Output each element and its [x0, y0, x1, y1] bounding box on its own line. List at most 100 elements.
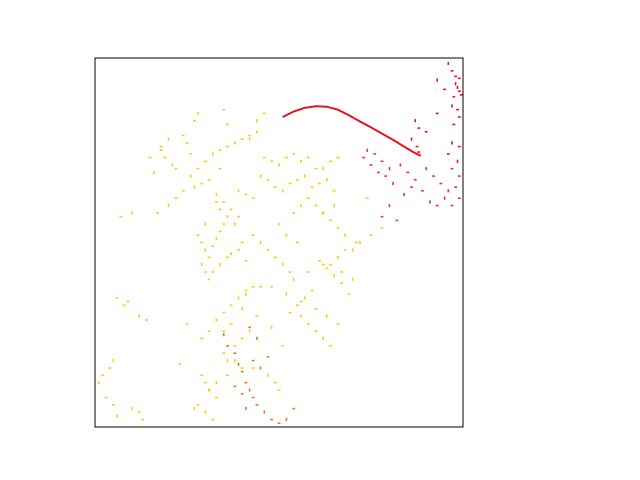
series-3-point — [215, 318, 218, 322]
series-3-point — [119, 215, 123, 218]
series-3-point — [174, 197, 178, 199]
series-3-point — [222, 108, 226, 111]
series-3-point — [344, 233, 346, 237]
series-1-point — [456, 85, 459, 90]
series-2-point — [380, 160, 384, 163]
series-2-point — [366, 148, 369, 152]
series-3-point — [259, 174, 262, 178]
series-1-point — [454, 75, 457, 78]
series-3-point — [292, 212, 296, 214]
series-3-point — [229, 304, 233, 306]
series-1-point — [456, 159, 459, 163]
series-3-point — [97, 381, 100, 385]
series-3-point — [329, 345, 332, 347]
series-4-point — [251, 396, 255, 399]
series-3-point — [193, 119, 196, 122]
series-3-point — [270, 286, 273, 288]
series-3-point — [207, 278, 211, 281]
series-3-point — [141, 418, 145, 421]
series-2-point — [443, 196, 446, 200]
series-2-point — [373, 153, 377, 155]
series-3-point — [259, 240, 262, 245]
series-3-point — [112, 404, 115, 406]
series-4-point — [248, 326, 251, 329]
series-3-point — [288, 311, 292, 314]
series-3-point — [380, 226, 384, 229]
series-3-point — [200, 374, 204, 377]
series-0-curve — [282, 105, 422, 157]
series-3-point — [237, 189, 240, 193]
series-3-point — [300, 159, 302, 163]
series-3-point — [148, 156, 152, 159]
series-3-point — [215, 237, 218, 241]
series-3-point — [299, 300, 303, 303]
series-2-point — [395, 219, 399, 222]
series-3-point — [222, 201, 226, 203]
series-3-point — [273, 381, 277, 384]
series-3-point — [174, 167, 178, 170]
series-4-point — [233, 352, 237, 354]
series-3-point — [171, 163, 174, 167]
series-3-point — [270, 160, 273, 163]
series-3-point — [304, 296, 306, 300]
series-3-point — [211, 418, 215, 421]
series-3-point — [126, 300, 130, 303]
series-3-point — [288, 182, 292, 185]
series-3-point — [332, 190, 336, 192]
series-3-point — [314, 204, 318, 207]
series-3-point — [347, 293, 351, 295]
series-1-point — [414, 119, 416, 123]
series-3-point — [185, 142, 189, 144]
series-3-point — [267, 373, 269, 377]
series-3-point — [340, 271, 343, 273]
series-3-point — [255, 315, 259, 318]
series-3-point — [240, 367, 244, 369]
series-3-point — [251, 367, 255, 369]
series-2-point — [399, 163, 402, 167]
series-3-point — [248, 137, 251, 141]
series-1-point — [435, 112, 439, 115]
series-1-point — [417, 151, 421, 153]
series-3-point — [211, 245, 215, 247]
series-4-point — [226, 345, 229, 347]
series-2-point — [450, 167, 454, 170]
series-3-point — [281, 189, 284, 193]
series-3-point — [167, 204, 170, 208]
series-2-point — [406, 171, 410, 174]
series-3-point — [333, 204, 335, 208]
series-3-point — [245, 292, 247, 296]
series-3-point — [285, 292, 288, 296]
series-3-point — [145, 319, 148, 321]
series-3-point — [215, 192, 218, 197]
series-2-point — [439, 182, 443, 185]
series-4-point — [263, 410, 266, 414]
series-3-point — [307, 271, 310, 273]
series-2-point — [384, 175, 388, 177]
series-3-point — [256, 130, 258, 134]
series-3-point — [318, 260, 321, 262]
series-3-point — [222, 223, 226, 225]
series-3-point — [259, 286, 262, 288]
series-3-point — [281, 345, 285, 347]
series-3-point — [326, 314, 328, 318]
series-2-point — [447, 189, 450, 193]
series-3-point — [266, 249, 270, 251]
series-2-point — [421, 190, 424, 192]
series-3-point — [300, 314, 302, 318]
series-2-point — [369, 164, 373, 166]
series-3-point — [196, 404, 200, 406]
series-3-point — [226, 256, 229, 259]
series-3-point — [234, 141, 236, 145]
series-3-point — [131, 406, 133, 411]
series-3-point — [354, 241, 358, 244]
series-3-point — [288, 271, 292, 273]
series-4-point — [266, 356, 270, 358]
series-3-point — [234, 222, 236, 226]
series-3-point — [307, 197, 310, 199]
series-3-point — [273, 186, 277, 188]
series-3-point — [359, 240, 361, 245]
series-2-point — [392, 181, 394, 186]
series-3-point — [314, 330, 318, 332]
series-3-point — [153, 170, 155, 174]
series-3-point — [189, 174, 192, 178]
